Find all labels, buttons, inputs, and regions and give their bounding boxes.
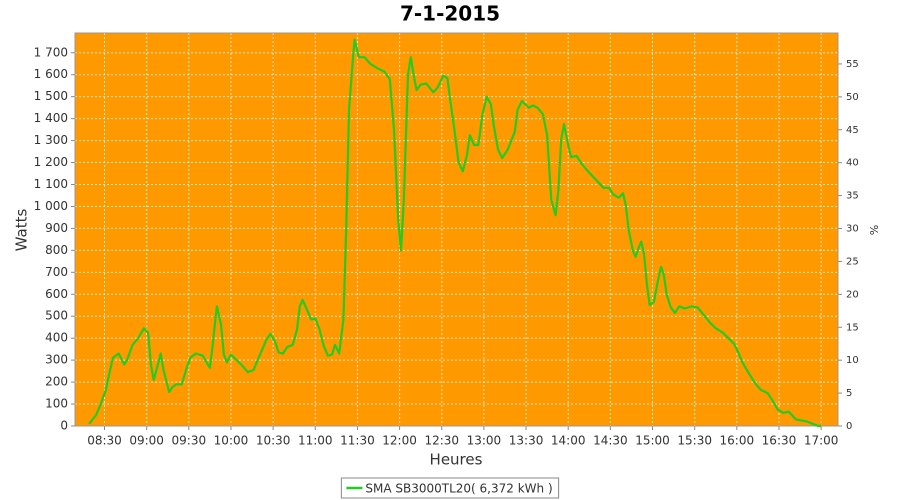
y2-tick-label: 40 — [846, 158, 859, 169]
y2-tick-label: 55 — [846, 59, 859, 70]
y2-tick-label: 15 — [846, 322, 859, 333]
legend: SMA SB3000TL20( 6,372 kWh ) — [340, 477, 560, 499]
y-tick-label: 400 — [45, 331, 68, 345]
y-tick-label: 700 — [45, 265, 68, 279]
y2-tick-label: 30 — [846, 224, 859, 235]
x-tick-label: 16:00 — [720, 434, 755, 448]
plot-area — [75, 33, 838, 426]
y-tick-label: 1 000 — [34, 199, 68, 213]
y-tick-label: 1 500 — [34, 89, 68, 103]
y-tick-label: 1 400 — [34, 111, 68, 125]
y-axis-title: Watts — [13, 209, 31, 252]
x-tick-label: 11:00 — [298, 434, 333, 448]
x-tick-label: 08:30 — [87, 434, 122, 448]
x-tick-label: 12:00 — [382, 434, 417, 448]
y2-tick-label: 50 — [846, 92, 859, 103]
y-tick-label: 500 — [45, 309, 68, 323]
x-tick-label: 17:00 — [804, 434, 839, 448]
y-tick-label: 300 — [45, 353, 68, 367]
legend-box — [340, 477, 560, 499]
y-tick-label: 0 — [60, 419, 68, 433]
x-tick-label: 16:30 — [762, 434, 797, 448]
x-tick-label: 13:00 — [467, 434, 502, 448]
y-tick-label: 1 300 — [34, 133, 68, 147]
x-tick-label: 14:30 — [593, 434, 628, 448]
y2-tick-label: 25 — [846, 256, 859, 267]
chart-title: 7-1-2015 — [400, 2, 500, 26]
y-tick-label: 1 100 — [34, 177, 68, 191]
y-tick-label: 1 700 — [34, 45, 68, 59]
x-tick-label: 11:30 — [340, 434, 375, 448]
x-tick-label: 10:00 — [214, 434, 249, 448]
x-tick-label: 14:00 — [551, 434, 586, 448]
y2-axis-title: % — [867, 225, 880, 235]
y-tick-label: 100 — [45, 397, 68, 411]
y-tick-label: 800 — [45, 243, 68, 257]
y-tick-label: 1 200 — [34, 155, 68, 169]
x-tick-label: 12:30 — [424, 434, 459, 448]
x-tick-label: 10:30 — [256, 434, 291, 448]
y-tick-label: 600 — [45, 287, 68, 301]
y2-tick-label: 0 — [846, 421, 852, 432]
data-line — [88, 38, 822, 428]
y2-tick-label: 5 — [846, 388, 852, 399]
legend-label: SMA SB3000TL20( 6,372 kWh ) — [365, 482, 552, 496]
x-axis-title: Heures — [430, 451, 483, 469]
y2-tick-label: 35 — [846, 191, 859, 202]
x-tick-label: 15:30 — [677, 434, 712, 448]
y2-tick-label: 45 — [846, 125, 859, 136]
x-tick-label: 13:30 — [509, 434, 544, 448]
y-tick-label: 1 600 — [34, 67, 68, 81]
y-tick-label: 900 — [45, 221, 68, 235]
x-tick-label: 09:30 — [172, 434, 207, 448]
plot-frame — [74, 32, 839, 427]
y2-tick-label: 20 — [846, 289, 859, 300]
x-tick-label: 09:00 — [129, 434, 164, 448]
x-tick-label: 15:00 — [635, 434, 670, 448]
y2-tick-label: 10 — [846, 355, 859, 366]
y-tick-label: 200 — [45, 375, 68, 389]
